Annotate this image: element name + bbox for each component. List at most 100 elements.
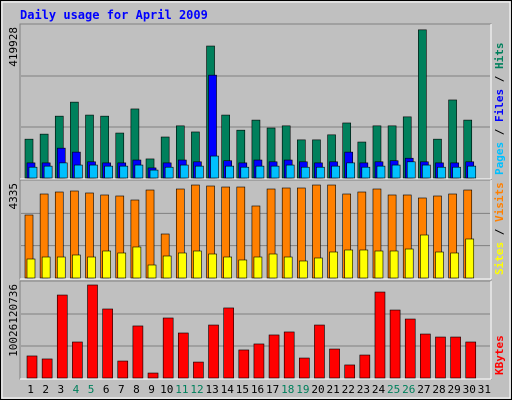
bar xyxy=(72,254,81,279)
bar xyxy=(376,165,386,179)
x-tick-label: 5 xyxy=(88,383,95,396)
bar xyxy=(301,166,310,179)
bar xyxy=(177,252,187,279)
bar xyxy=(450,336,461,379)
bar xyxy=(420,333,431,379)
bar xyxy=(435,336,446,379)
bar xyxy=(406,161,416,179)
bar xyxy=(102,308,113,379)
bar xyxy=(208,324,219,379)
bar xyxy=(346,162,356,179)
y-tick-label: 419928 xyxy=(7,27,20,67)
x-tick-label: 13 xyxy=(205,383,218,396)
bar xyxy=(162,255,172,279)
bar xyxy=(134,164,144,179)
legend-entry: Visits xyxy=(493,182,506,222)
x-tick-label: 29 xyxy=(448,383,461,396)
bar xyxy=(72,341,83,379)
bar xyxy=(344,249,354,279)
bar xyxy=(89,164,98,179)
x-tick-label: 2 xyxy=(42,383,49,396)
bar xyxy=(268,253,278,279)
bar xyxy=(253,343,265,379)
bar xyxy=(58,162,68,179)
bar xyxy=(26,258,36,279)
x-tick-label: 4 xyxy=(73,383,80,396)
bar xyxy=(132,246,142,279)
bar xyxy=(147,372,159,379)
x-tick-label: 15 xyxy=(236,383,249,396)
x-tick-label: 9 xyxy=(148,383,155,396)
bar xyxy=(162,317,174,379)
legend-entry: Pages xyxy=(493,142,506,175)
bar xyxy=(389,250,399,279)
bar xyxy=(74,164,83,179)
bar xyxy=(331,165,340,179)
x-tick-label: 18 xyxy=(281,383,294,396)
bar xyxy=(255,165,265,179)
bar xyxy=(179,164,189,179)
bar xyxy=(56,294,68,379)
y-tick-label: 4335 xyxy=(7,183,20,210)
bar xyxy=(437,166,446,179)
bar xyxy=(359,249,369,279)
legend-entry: Sites xyxy=(493,242,506,275)
x-tick-label: 25 xyxy=(387,383,400,396)
x-tick-label: 6 xyxy=(103,383,110,396)
bar xyxy=(450,252,459,279)
bar xyxy=(104,165,113,179)
bar xyxy=(117,252,127,279)
legend-entry: Files xyxy=(493,89,506,122)
bar xyxy=(299,357,310,379)
legend-separator: / xyxy=(493,222,506,242)
bar xyxy=(329,348,340,379)
bar xyxy=(314,324,325,379)
x-tick-label: 8 xyxy=(133,383,140,396)
bar xyxy=(270,165,280,179)
chart-title: Daily usage for April 2009 xyxy=(20,8,208,22)
bar xyxy=(119,165,129,179)
legend: Pages / Files / Hits xyxy=(493,43,506,176)
legend-entry: Hits xyxy=(493,43,506,70)
bar xyxy=(195,165,204,179)
bar xyxy=(41,256,51,279)
bar xyxy=(193,361,204,379)
bar xyxy=(316,166,325,179)
bar xyxy=(285,164,295,179)
bar xyxy=(87,284,98,379)
bar xyxy=(149,169,159,179)
x-tick-label: 24 xyxy=(372,383,386,396)
bar xyxy=(208,253,217,279)
bar xyxy=(359,354,371,379)
bar xyxy=(361,166,371,179)
y-tick-label: 10026120736 xyxy=(7,284,20,357)
bar xyxy=(225,165,234,179)
bar xyxy=(102,250,111,279)
bar xyxy=(253,256,263,279)
bar xyxy=(43,165,53,179)
bar xyxy=(117,360,129,379)
bar xyxy=(87,256,96,279)
x-tick-label: 1 xyxy=(27,383,34,396)
bar xyxy=(193,250,202,279)
x-tick-label: 19 xyxy=(296,383,309,396)
bar xyxy=(238,349,250,379)
legend-entry: KBytes xyxy=(493,335,506,375)
x-tick-label: 3 xyxy=(58,383,65,396)
bar xyxy=(268,334,280,379)
bar xyxy=(28,166,38,179)
x-tick-label: 22 xyxy=(342,383,355,396)
bar xyxy=(223,307,234,379)
bar xyxy=(404,318,416,379)
bar xyxy=(420,234,429,279)
bar xyxy=(132,325,144,379)
bar xyxy=(465,238,475,279)
bar xyxy=(389,309,401,379)
bar xyxy=(404,248,414,279)
bar xyxy=(391,164,401,179)
bar xyxy=(26,355,38,379)
bar xyxy=(344,364,356,379)
x-tick-label: 27 xyxy=(417,383,430,396)
